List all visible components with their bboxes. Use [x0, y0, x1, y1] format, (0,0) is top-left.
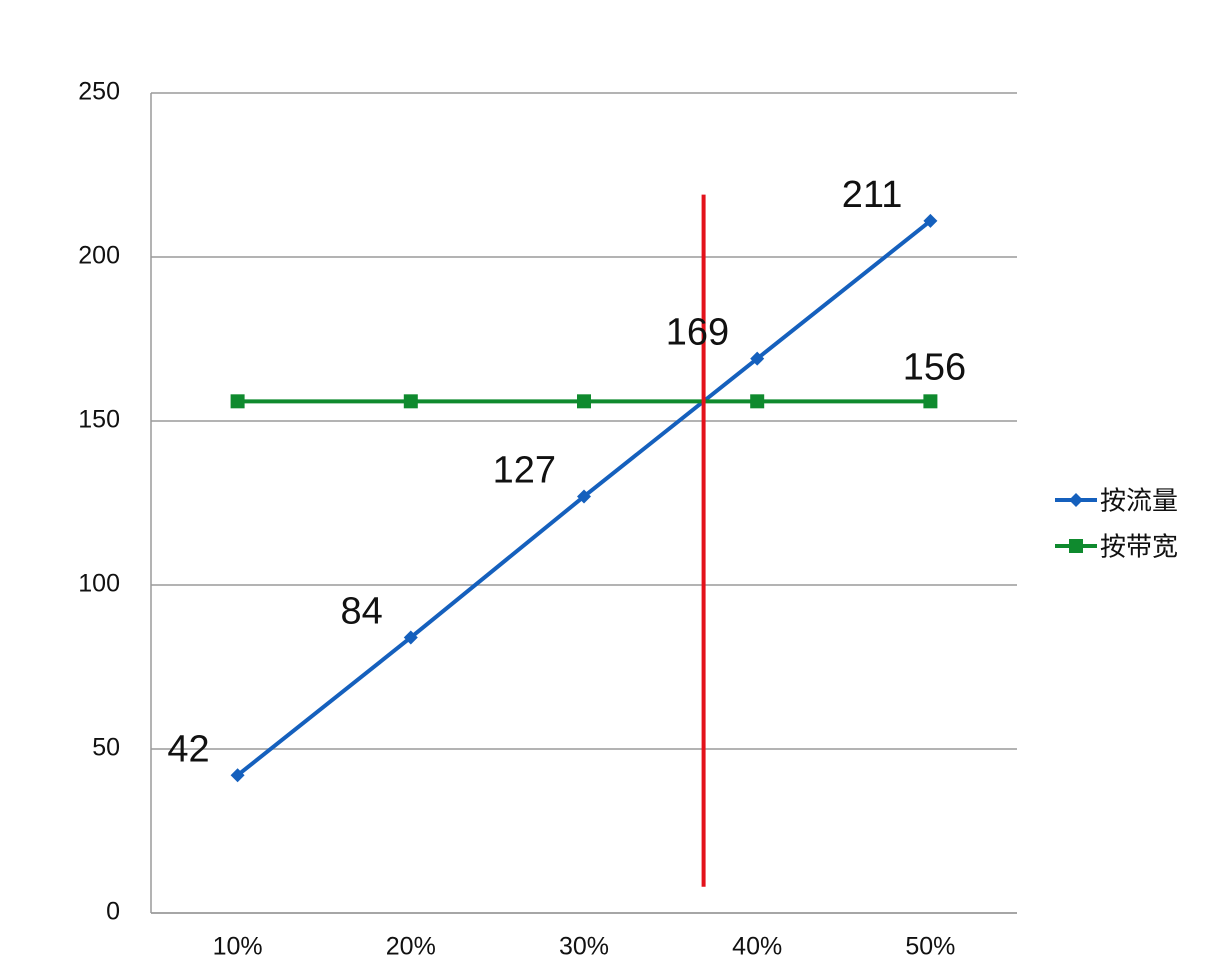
x-tick-label: 50%	[905, 933, 955, 961]
data-label: 127	[493, 449, 556, 491]
data-point	[230, 768, 245, 783]
legend-marker	[1069, 493, 1083, 507]
data-label: 169	[666, 312, 729, 354]
data-label: 211	[842, 174, 903, 216]
y-tick-label: 150	[78, 406, 120, 434]
data-label: 156	[903, 346, 966, 388]
x-tick-label: 10%	[213, 933, 263, 961]
data-point	[923, 394, 938, 409]
x-tick-label: 30%	[559, 933, 609, 961]
y-tick-label: 200	[78, 242, 120, 270]
y-tick-label: 0	[106, 898, 120, 926]
y-tick-label: 50	[92, 734, 120, 762]
data-point	[923, 213, 938, 228]
data-point	[403, 630, 418, 645]
y-tick-label: 250	[78, 78, 120, 106]
x-tick-label: 20%	[386, 933, 436, 961]
legend-label: 按流量	[1100, 487, 1178, 517]
data-point	[577, 489, 591, 504]
y-tick-label: 100	[78, 570, 120, 598]
data-point	[577, 394, 591, 409]
data-point	[750, 394, 765, 409]
legend-marker	[1069, 539, 1083, 553]
data-label: 42	[167, 728, 209, 770]
legend-label: 按带宽	[1100, 533, 1178, 563]
data-label: 84	[341, 591, 383, 633]
data-point	[750, 351, 765, 366]
x-tick-label: 40%	[732, 933, 782, 961]
data-point	[230, 394, 245, 409]
data-point	[403, 394, 418, 409]
